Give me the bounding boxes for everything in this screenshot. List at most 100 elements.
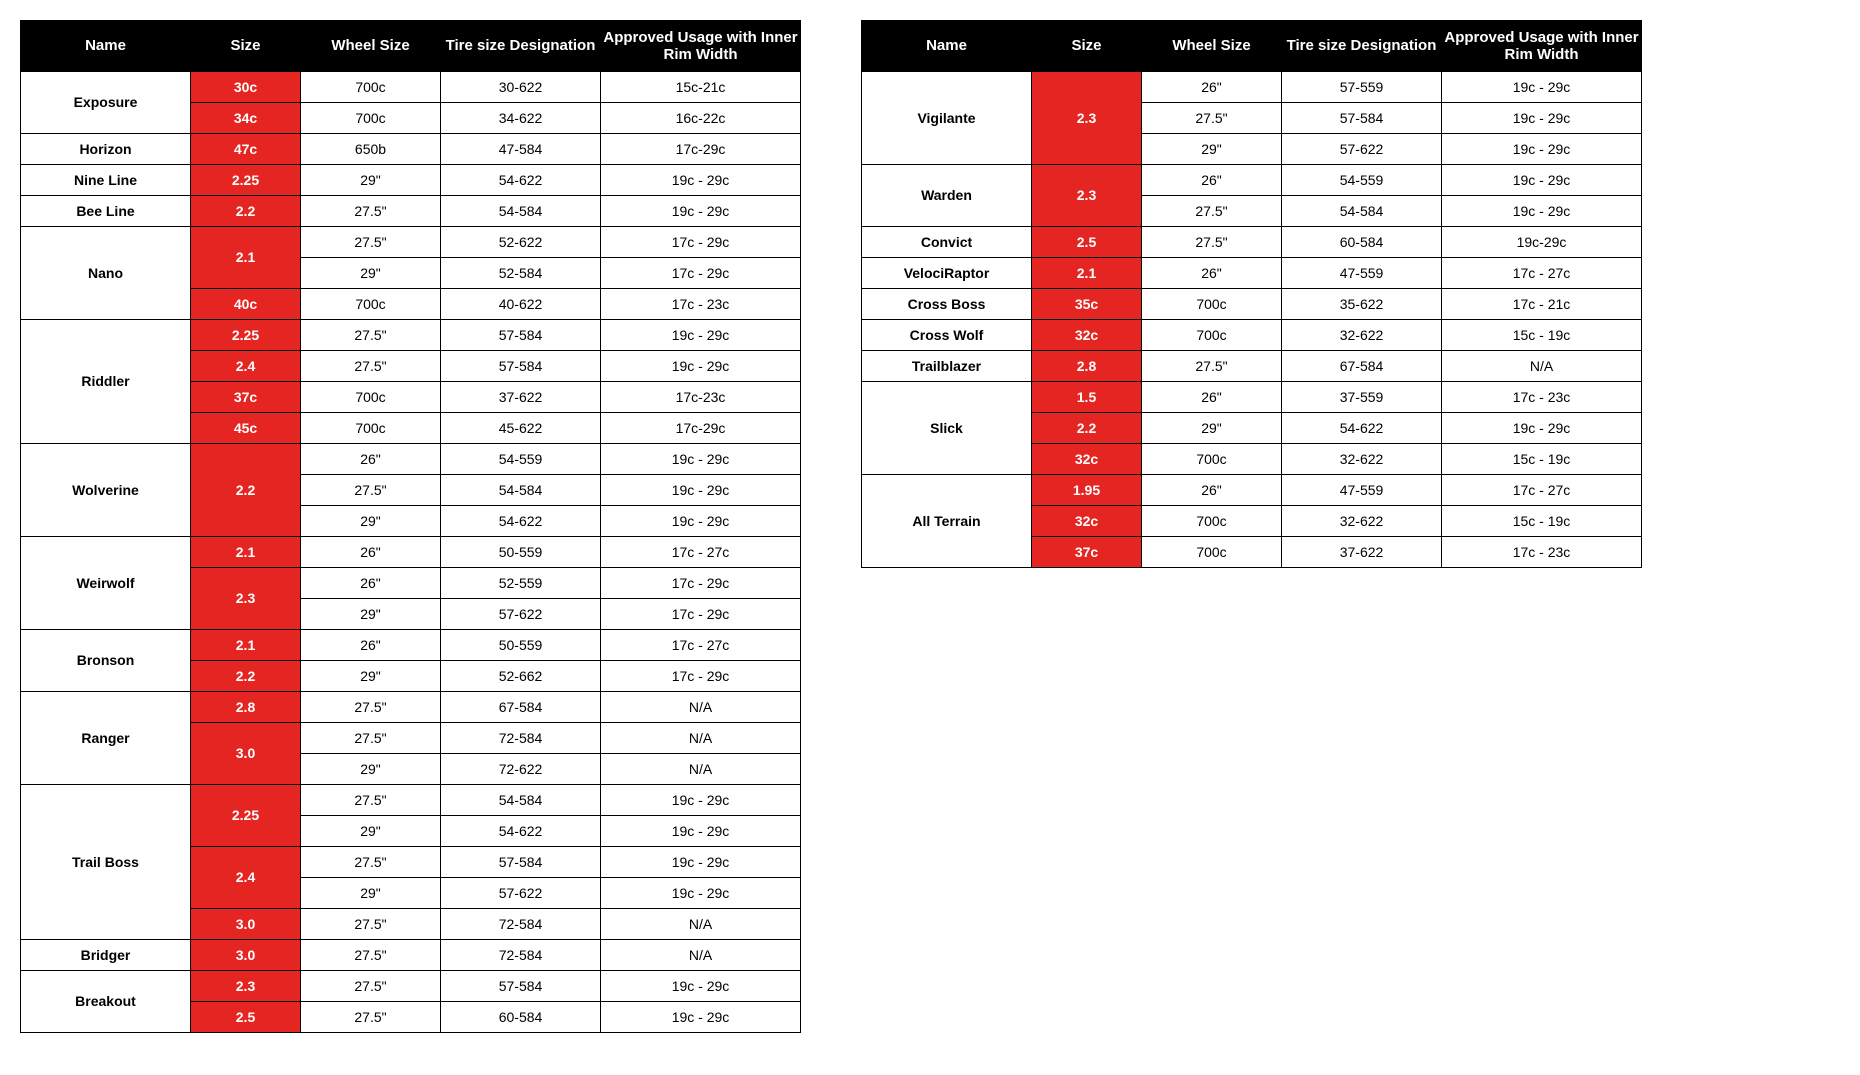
table-row: Weirwolf2.126"50-55917c - 27c xyxy=(21,537,801,568)
data-cell: 17c - 23c xyxy=(1442,382,1642,413)
tire-size-cell: 2.3 xyxy=(191,971,301,1002)
table-row: Bridger3.027.5"72-584N/A xyxy=(21,940,801,971)
data-cell: 34-622 xyxy=(441,103,601,134)
data-cell: 17c - 27c xyxy=(601,537,801,568)
data-cell: 19c - 29c xyxy=(601,878,801,909)
data-cell: 19c - 29c xyxy=(601,785,801,816)
data-cell: 54-584 xyxy=(441,196,601,227)
data-cell: 700c xyxy=(301,72,441,103)
data-cell: 47-584 xyxy=(441,134,601,165)
tire-name-cell: Slick xyxy=(862,382,1032,475)
data-cell: 650b xyxy=(301,134,441,165)
tire-name-cell: Bronson xyxy=(21,630,191,692)
tire-name-cell: Bee Line xyxy=(21,196,191,227)
tire-name-cell: Vigilante xyxy=(862,72,1032,165)
tire-size-cell: 2.25 xyxy=(191,785,301,847)
data-cell: 27.5" xyxy=(301,1002,441,1033)
data-cell: 57-584 xyxy=(441,351,601,382)
table-row: All Terrain1.9526"47-55917c - 27c xyxy=(862,475,1642,506)
data-cell: 67-584 xyxy=(1282,351,1442,382)
data-cell: 17c - 27c xyxy=(1442,475,1642,506)
table-row: Trail Boss2.2527.5"54-58419c - 29c xyxy=(21,785,801,816)
tire-size-cell: 2.25 xyxy=(191,320,301,351)
data-cell: 54-559 xyxy=(1282,165,1442,196)
data-cell: 700c xyxy=(1142,506,1282,537)
data-cell: 54-622 xyxy=(441,816,601,847)
data-cell: 67-584 xyxy=(441,692,601,723)
table-row: Slick1.526"37-55917c - 23c xyxy=(862,382,1642,413)
data-cell: 16c-22c xyxy=(601,103,801,134)
data-cell: 17c - 29c xyxy=(601,227,801,258)
tire-name-cell: Warden xyxy=(862,165,1032,227)
data-cell: 17c - 29c xyxy=(601,599,801,630)
tire-name-cell: Nine Line xyxy=(21,165,191,196)
data-cell: 30-622 xyxy=(441,72,601,103)
data-cell: 26" xyxy=(1142,165,1282,196)
tire-size-cell: 3.0 xyxy=(191,940,301,971)
data-cell: 72-584 xyxy=(441,909,601,940)
data-cell: 19c - 29c xyxy=(601,320,801,351)
data-cell: N/A xyxy=(601,909,801,940)
data-cell: 700c xyxy=(301,289,441,320)
data-cell: 52-662 xyxy=(441,661,601,692)
tire-size-cell: 1.5 xyxy=(1032,382,1142,413)
data-cell: 26" xyxy=(1142,382,1282,413)
data-cell: 26" xyxy=(1142,258,1282,289)
data-cell: 50-559 xyxy=(441,537,601,568)
data-cell: 52-559 xyxy=(441,568,601,599)
data-cell: 26" xyxy=(301,630,441,661)
column-header: Tire size Designation xyxy=(441,21,601,72)
data-cell: 27.5" xyxy=(301,475,441,506)
table-row: Ranger2.827.5"67-584N/A xyxy=(21,692,801,723)
data-cell: 19c - 29c xyxy=(601,506,801,537)
data-cell: 17c - 27c xyxy=(601,630,801,661)
data-cell: 19c - 29c xyxy=(1442,413,1642,444)
data-cell: 19c - 29c xyxy=(1442,196,1642,227)
data-cell: 17c - 21c xyxy=(1442,289,1642,320)
data-cell: 57-622 xyxy=(441,878,601,909)
data-cell: 29" xyxy=(301,878,441,909)
data-cell: 47-559 xyxy=(1282,475,1442,506)
table-row: Nano2.127.5"52-62217c - 29c xyxy=(21,227,801,258)
data-cell: 27.5" xyxy=(301,971,441,1002)
data-cell: 57-559 xyxy=(1282,72,1442,103)
tire-name-cell: Nano xyxy=(21,227,191,320)
table-row: Vigilante2.326"57-55919c - 29c xyxy=(862,72,1642,103)
data-cell: 700c xyxy=(1142,289,1282,320)
data-cell: 57-584 xyxy=(1282,103,1442,134)
data-cell: 17c-29c xyxy=(601,134,801,165)
column-header: Approved Usage with Inner Rim Width xyxy=(601,21,801,72)
tire-name-cell: Convict xyxy=(862,227,1032,258)
data-cell: 29" xyxy=(301,506,441,537)
data-cell: 19c - 29c xyxy=(601,847,801,878)
data-cell: 17c - 23c xyxy=(1442,537,1642,568)
tire-size-cell: 47c xyxy=(191,134,301,165)
data-cell: 37-622 xyxy=(1282,537,1442,568)
tire-name-cell: Trail Boss xyxy=(21,785,191,940)
table-row: Exposure30c700c30-62215c-21c xyxy=(21,72,801,103)
data-cell: 54-622 xyxy=(441,506,601,537)
data-cell: 35-622 xyxy=(1282,289,1442,320)
tire-name-cell: Exposure xyxy=(21,72,191,134)
tire-size-cell: 2.1 xyxy=(191,630,301,661)
data-cell: 15c-21c xyxy=(601,72,801,103)
tire-size-cell: 3.0 xyxy=(191,909,301,940)
tire-size-cell: 3.0 xyxy=(191,723,301,785)
tire-size-cell: 2.3 xyxy=(1032,72,1142,165)
data-cell: 27.5" xyxy=(301,692,441,723)
data-cell: 26" xyxy=(301,568,441,599)
tire-size-cell: 40c xyxy=(191,289,301,320)
data-cell: 29" xyxy=(301,165,441,196)
column-header: Wheel Size xyxy=(301,21,441,72)
tire-name-cell: Breakout xyxy=(21,971,191,1033)
data-cell: 32-622 xyxy=(1282,320,1442,351)
data-cell: 54-584 xyxy=(441,785,601,816)
data-cell: 37-622 xyxy=(441,382,601,413)
tire-size-cell: 32c xyxy=(1032,506,1142,537)
data-cell: 17c - 27c xyxy=(1442,258,1642,289)
tire-name-cell: Cross Wolf xyxy=(862,320,1032,351)
data-cell: 27.5" xyxy=(301,227,441,258)
table-row: Riddler2.2527.5"57-58419c - 29c xyxy=(21,320,801,351)
table-row: VelociRaptor2.126"47-55917c - 27c xyxy=(862,258,1642,289)
data-cell: 17c - 29c xyxy=(601,568,801,599)
